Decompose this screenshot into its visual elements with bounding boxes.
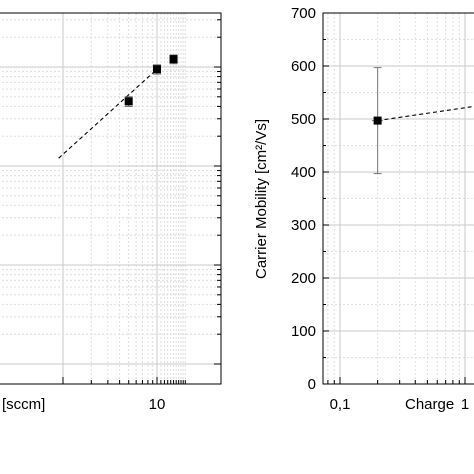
- left-data-point: [169, 55, 178, 64]
- left-x-tick-label: 10: [149, 396, 166, 413]
- left-chart-panel: 10 [sccm]: [0, 12, 222, 413]
- right-x-tick-label: 0,1: [330, 396, 351, 413]
- right-data-points: [371, 67, 383, 175]
- right-fit-line: [377, 105, 474, 122]
- left-x-axis-label: [sccm]: [2, 396, 45, 413]
- right-chart-panel: 0 100 200 300 400 500 600 700 0,1 1 Carrier Mobil…: [253, 5, 474, 413]
- right-y-tick-label: 200: [291, 270, 316, 287]
- right-x-axis-label: Charge: [405, 396, 454, 413]
- right-y-tick-label: 0: [308, 376, 316, 393]
- right-y-tick-label: 600: [291, 58, 316, 75]
- left-axis-ticks: 10: [62, 19, 221, 413]
- right-data-point: [373, 116, 382, 125]
- right-axis-ticks: 0 100 200 300 400 500 600 700 0,1 1: [291, 5, 469, 413]
- left-data-points: [124, 54, 178, 107]
- right-x-tick-label: 1: [461, 396, 469, 413]
- right-y-tick-label: 400: [291, 164, 316, 181]
- right-grid: [323, 13, 474, 384]
- right-y-tick-label: 700: [291, 5, 316, 22]
- right-y-tick-label: 500: [291, 111, 316, 128]
- left-data-point: [124, 97, 133, 106]
- left-fit-line: [58, 68, 158, 159]
- right-y-tick-label: 100: [291, 323, 316, 340]
- right-y-tick-label: 300: [291, 217, 316, 234]
- right-y-axis-label: Carrier Mobility [cm²/Vs]: [253, 119, 270, 279]
- right-fit-dashed-line: [377, 105, 474, 122]
- left-data-point: [153, 65, 161, 74]
- left-grid: [0, 13, 221, 384]
- left-fit-dashed-line: [58, 68, 158, 159]
- left-plot-frame: [0, 12, 222, 385]
